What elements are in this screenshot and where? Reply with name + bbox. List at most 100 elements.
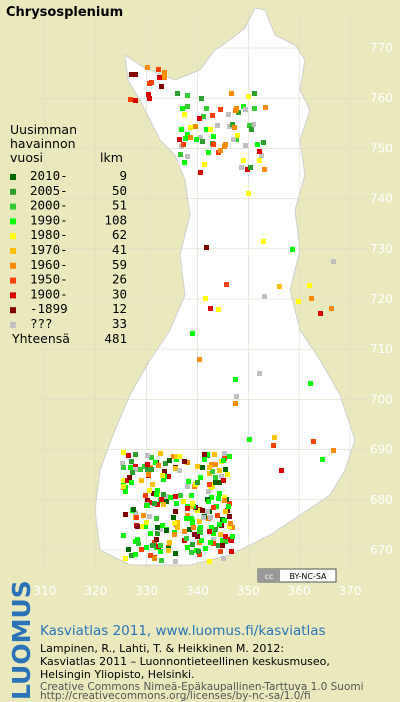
legend-swatch: [10, 218, 16, 225]
observation-square: [154, 516, 159, 521]
legend-swatch: [10, 262, 16, 269]
observation-square: [200, 139, 205, 144]
observation-square: [228, 521, 233, 526]
observation-square: [155, 525, 160, 530]
observation-square: [197, 116, 202, 121]
observation-square: [173, 494, 178, 499]
observation-square: [247, 437, 252, 442]
badge-text: BY-NC-SA: [289, 572, 327, 581]
observation-square: [185, 545, 190, 550]
observation-square: [220, 543, 225, 548]
observation-square: [178, 152, 183, 157]
license-badge: cc BY-NC-SA: [257, 568, 337, 583]
observation-square: [204, 127, 209, 132]
observation-square: [218, 532, 223, 537]
observation-square: [158, 549, 163, 554]
observation-square: [148, 531, 153, 536]
observation-square: [121, 478, 126, 483]
legend-count: 59: [112, 257, 127, 272]
observation-square: [133, 552, 138, 557]
legend-count: 30: [112, 286, 127, 301]
observation-square: [167, 458, 172, 463]
observation-square: [129, 72, 134, 77]
observation-square: [212, 452, 217, 457]
observation-square: [185, 484, 190, 489]
legend-count-header: lkm: [100, 150, 123, 165]
observation-square: [185, 506, 190, 511]
legend-label: 1950-: [30, 272, 68, 287]
observation-square: [157, 75, 162, 80]
legend-label: 1900-: [30, 286, 68, 301]
observation-square: [221, 556, 226, 561]
observation-square: [156, 463, 161, 468]
observation-square: [123, 512, 128, 517]
observation-square: [154, 492, 159, 497]
observation-square: [177, 454, 182, 459]
observation-square: [174, 501, 179, 506]
observation-square: [172, 521, 177, 526]
y-tick-label: 670: [370, 543, 393, 557]
observation-square: [130, 470, 135, 475]
observation-square: [222, 498, 227, 503]
observation-square: [211, 537, 216, 542]
observation-square: [182, 112, 187, 117]
observation-square: [198, 525, 203, 530]
total-count: 481: [104, 331, 127, 346]
observation-square: [184, 536, 189, 541]
observation-square: [166, 548, 171, 553]
observation-square: [228, 537, 233, 542]
observation-square: [222, 144, 227, 149]
x-tick-label: 350: [237, 584, 260, 598]
observation-square: [139, 524, 144, 529]
citation: Lampinen, R., Lahti, T. & Heikkinen M. 2…: [40, 642, 284, 655]
observation-square: [209, 495, 214, 500]
observation-square: [190, 519, 195, 524]
observation-square: [131, 507, 136, 512]
observation-square: [173, 509, 178, 514]
observation-square: [210, 469, 215, 474]
legend-count: 33: [112, 316, 127, 331]
observation-square: [203, 296, 208, 301]
observation-square: [148, 553, 153, 558]
observation-square: [188, 135, 193, 140]
observation-square: [208, 306, 213, 311]
observation-square: [227, 454, 232, 459]
observation-square: [207, 465, 212, 470]
observation-square: [200, 508, 205, 513]
legend-swatch: [10, 233, 16, 240]
observation-square: [145, 453, 150, 458]
observation-square: [230, 525, 235, 530]
observation-square: [195, 480, 200, 485]
observation-square: [233, 377, 238, 382]
observation-square: [261, 239, 266, 244]
observation-square: [156, 67, 161, 72]
legend-swatch: [10, 307, 16, 314]
observation-square: [185, 132, 190, 137]
observation-square: [150, 482, 155, 487]
observation-square: [158, 527, 163, 532]
observation-square: [331, 448, 336, 453]
observation-square: [159, 558, 164, 563]
observation-square: [204, 106, 209, 111]
observation-square: [222, 451, 227, 456]
observation-square: [164, 494, 169, 499]
legend-count: 9: [119, 168, 127, 183]
observation-square: [162, 70, 167, 75]
observation-square: [219, 474, 224, 479]
y-tick-label: 680: [370, 493, 393, 507]
observation-square: [229, 549, 234, 554]
observation-square: [255, 142, 260, 147]
observation-square: [309, 296, 314, 301]
observation-square: [121, 533, 126, 538]
legend-label: ???: [30, 316, 53, 331]
legend-count: 50: [112, 183, 127, 198]
observation-square: [152, 501, 157, 506]
observation-square: [126, 453, 131, 458]
observation-square: [186, 479, 191, 484]
observation-square: [174, 454, 179, 459]
observation-square: [200, 465, 205, 470]
observation-square: [182, 160, 187, 165]
observation-square: [252, 91, 257, 96]
observation-square: [187, 527, 192, 532]
observation-square: [164, 499, 169, 504]
